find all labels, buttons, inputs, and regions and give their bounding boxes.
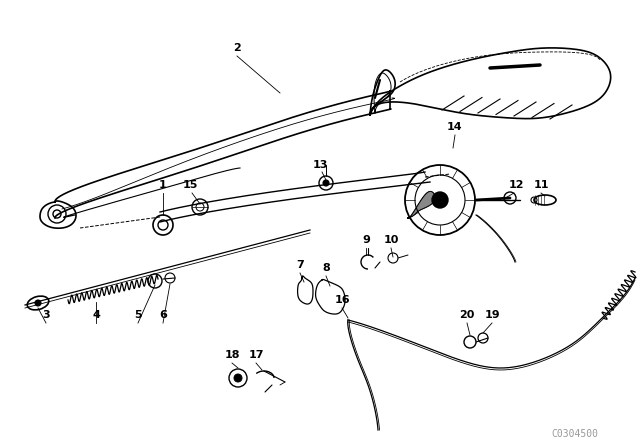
Text: 14: 14: [447, 122, 463, 132]
Text: 6: 6: [159, 310, 167, 320]
Text: 18: 18: [224, 350, 240, 360]
Text: 20: 20: [460, 310, 475, 320]
Circle shape: [234, 374, 242, 382]
Text: 3: 3: [42, 310, 50, 320]
Text: 10: 10: [383, 235, 399, 245]
Text: 8: 8: [322, 263, 330, 273]
Circle shape: [436, 196, 444, 204]
Text: C0304500: C0304500: [552, 429, 598, 439]
Text: 2: 2: [233, 43, 241, 53]
Text: 13: 13: [312, 160, 328, 170]
Text: 4: 4: [92, 310, 100, 320]
Text: 19: 19: [484, 310, 500, 320]
Text: 9: 9: [362, 235, 370, 245]
Text: 15: 15: [182, 180, 198, 190]
Text: 7: 7: [296, 260, 304, 270]
Text: 1: 1: [159, 180, 167, 190]
Text: 16: 16: [334, 295, 350, 305]
Polygon shape: [408, 192, 435, 218]
Text: 11: 11: [533, 180, 548, 190]
Circle shape: [35, 300, 41, 306]
Text: 12: 12: [508, 180, 524, 190]
Circle shape: [323, 180, 329, 186]
Circle shape: [432, 192, 448, 208]
Text: 5: 5: [134, 310, 142, 320]
Text: 17: 17: [248, 350, 264, 360]
